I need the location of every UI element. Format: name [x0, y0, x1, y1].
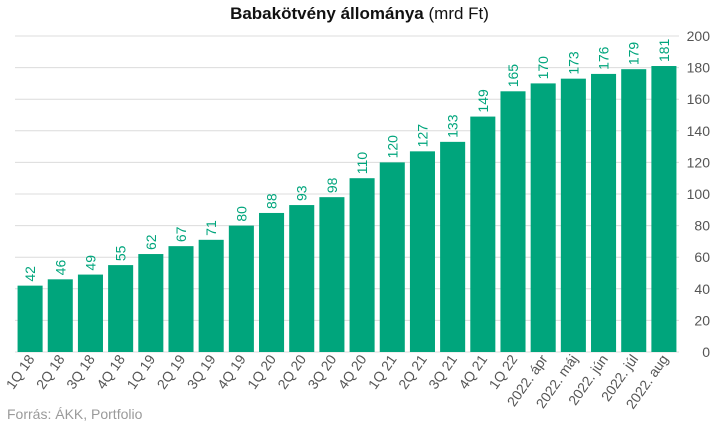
x-tick-label: 4Q 20: [335, 351, 370, 392]
chart-title: Babakötvény állománya (mrd Ft): [0, 4, 719, 24]
value-label: 71: [203, 220, 219, 236]
bar: [470, 116, 496, 352]
chart-title-main: Babakötvény állománya: [230, 4, 424, 23]
bar: [560, 78, 586, 352]
bar: [530, 83, 556, 353]
bar: [621, 69, 647, 353]
x-tick-label: 4Q 19: [214, 351, 249, 392]
x-tick-label: 1Q 21: [365, 351, 400, 392]
x-tick-label: 1Q 18: [3, 351, 38, 392]
value-label: 170: [535, 56, 551, 80]
value-label: 181: [656, 38, 672, 62]
y-tick-label: 60: [694, 249, 710, 265]
value-label: 88: [264, 193, 280, 209]
x-tick-label: 3Q 19: [184, 351, 219, 392]
value-label: 67: [173, 226, 189, 242]
x-tick-label: 3Q 18: [63, 351, 98, 392]
value-label: 127: [414, 124, 430, 148]
value-label: 165: [505, 64, 521, 88]
x-tick-label: 1Q 20: [244, 351, 279, 392]
x-tick-label: 2Q 19: [153, 351, 188, 392]
value-label: 62: [143, 234, 159, 250]
value-label: 179: [626, 42, 642, 66]
value-label: 120: [384, 135, 400, 159]
y-tick-label: 0: [702, 344, 710, 360]
value-label: 149: [475, 89, 491, 113]
value-label: 93: [294, 185, 310, 201]
value-label: 49: [82, 255, 98, 271]
x-tick-label: 3Q 20: [304, 351, 339, 392]
x-tick-label: 2Q 21: [395, 351, 430, 392]
x-tick-label: 2Q 20: [274, 351, 309, 392]
value-label: 42: [22, 266, 38, 282]
value-label: 98: [324, 177, 340, 193]
chart-title-unit: (mrd Ft): [428, 4, 489, 23]
x-tick-label: 4Q 21: [455, 351, 490, 392]
value-label: 133: [445, 114, 461, 138]
bar: [47, 279, 73, 352]
value-label: 46: [52, 260, 68, 276]
x-tick-label: 2Q 18: [33, 351, 68, 392]
value-label: 110: [354, 152, 370, 175]
y-tick-label: 20: [694, 312, 710, 328]
bar: [591, 73, 617, 353]
bar: [500, 91, 526, 353]
bar: [440, 141, 466, 352]
source-note: Forrás: ÁKK, Portfolio: [7, 406, 143, 422]
bar: [17, 285, 43, 352]
bar: [379, 162, 405, 352]
y-tick-label: 120: [687, 154, 711, 170]
y-tick-label: 180: [687, 60, 711, 76]
bar: [138, 254, 164, 352]
value-label: 80: [233, 206, 249, 222]
bar: [228, 225, 254, 352]
value-label: 55: [113, 245, 129, 261]
bar: [349, 178, 375, 352]
bar: [259, 212, 285, 352]
bar: [77, 274, 103, 352]
y-tick-label: 200: [687, 28, 711, 44]
x-tick-label: 3Q 21: [425, 351, 460, 392]
bar: [168, 246, 194, 352]
y-tick-label: 140: [687, 123, 711, 139]
bar: [651, 66, 677, 353]
y-tick-label: 80: [694, 218, 710, 234]
value-label: 176: [596, 46, 612, 70]
y-tick-label: 160: [687, 91, 711, 107]
y-tick-label: 40: [694, 281, 710, 297]
bar: [289, 205, 315, 352]
bar: [108, 265, 134, 352]
bar: [319, 197, 345, 352]
y-tick-label: 100: [687, 186, 711, 202]
bar: [409, 151, 435, 352]
bar: [198, 239, 224, 352]
x-tick-label: 4Q 18: [93, 351, 128, 392]
x-tick-label: 1Q 19: [123, 351, 158, 392]
value-label: 173: [565, 51, 581, 75]
